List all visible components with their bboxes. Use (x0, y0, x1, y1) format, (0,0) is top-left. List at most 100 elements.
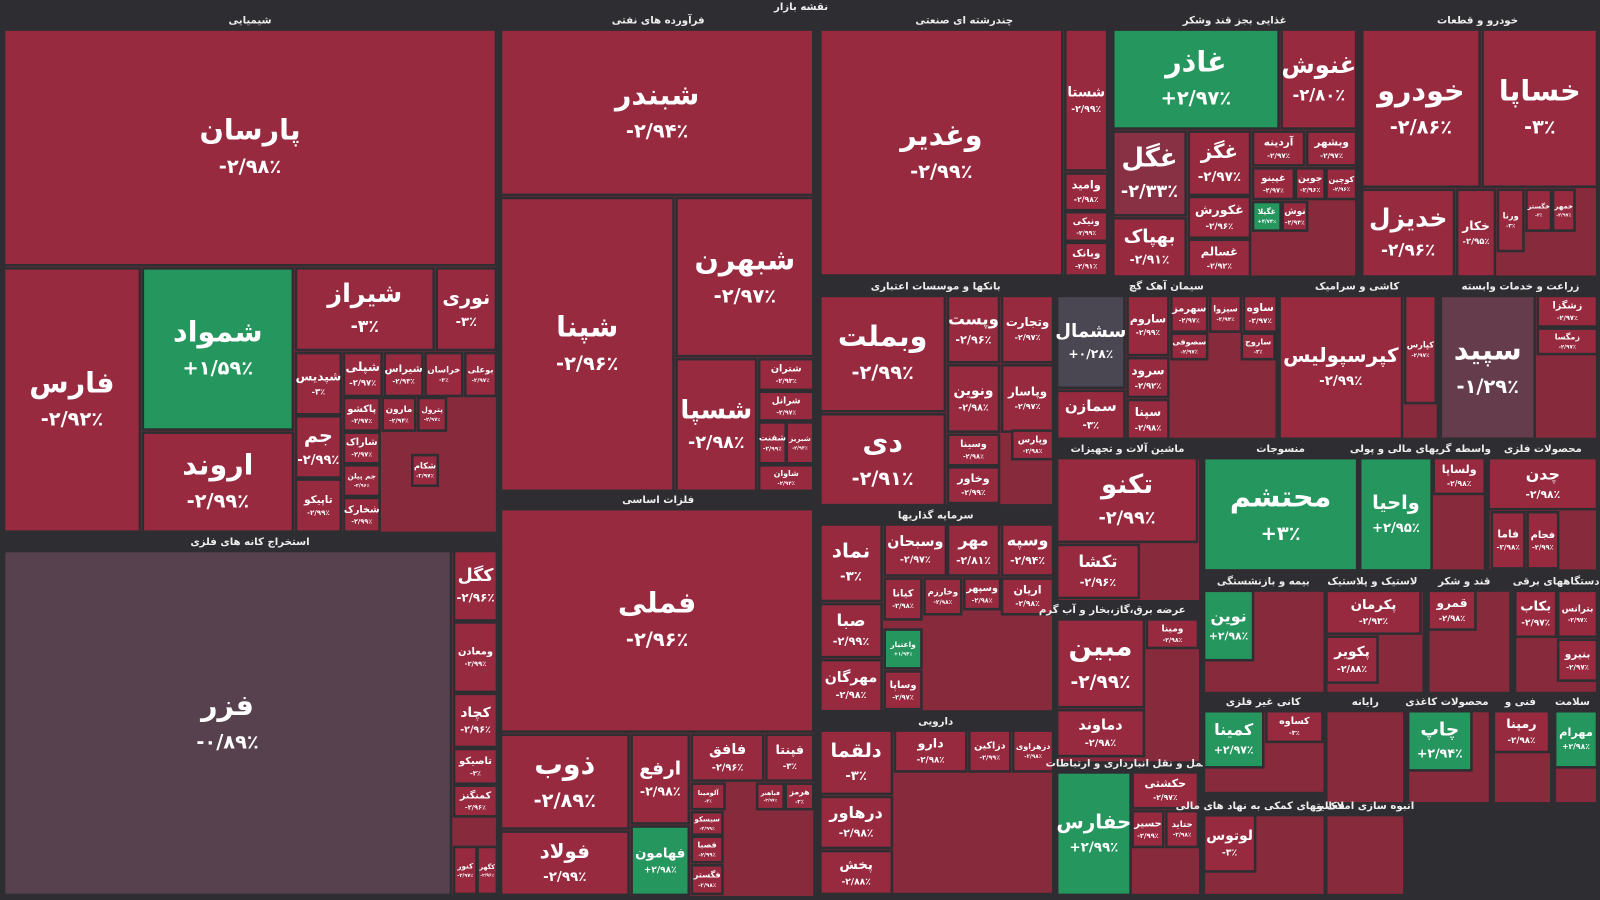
stock-tile (342, 431, 381, 465)
stock-tile (452, 784, 499, 818)
stock-change: -۳٪ (840, 570, 862, 585)
stock-change: -۲/۹۸٪ (1173, 833, 1192, 839)
stock-name: شسپا (680, 395, 752, 425)
stock-change: -۲/۹۳٪ (1359, 617, 1388, 627)
stock-tile (1000, 294, 1055, 364)
stock-change: -۲/۹۹٪ (1137, 832, 1159, 840)
stock-change: -۲/۹۷٪ (776, 409, 796, 416)
stock-change: +۳٪ (1261, 522, 1301, 545)
stock-name: آلومینا (698, 788, 720, 797)
stock-name: نوری (442, 286, 490, 309)
stock-change: -۳٪ (1524, 116, 1556, 139)
stock-name: وسبحان (887, 534, 943, 550)
stock-name: غاذر (1163, 44, 1226, 78)
stock-change: -۳٪ (795, 800, 804, 806)
stock-change: -۲/۸۸٪ (841, 877, 870, 887)
stock-name: بکاب (1520, 599, 1551, 614)
stock-tile (1010, 429, 1055, 461)
stock-tile (1011, 729, 1055, 773)
stock-tile (1490, 510, 1526, 570)
stock-change: -۳٪ (1535, 212, 1543, 218)
stock-name: دزاکین (974, 740, 1006, 751)
stock-tile (294, 351, 343, 416)
stock-change: -۲/۹۴٪ (389, 417, 409, 424)
stock-tile (1305, 130, 1358, 167)
stock-change: -۲/۹۷٪ (1198, 170, 1241, 185)
stock-change: -۲/۹۱٪ (1075, 262, 1097, 270)
stock-change: -۲/۹۹٪ (763, 446, 782, 452)
stock-tile (1055, 771, 1132, 897)
stock-name: لوتوس (1206, 828, 1253, 844)
stock-tile (946, 294, 1001, 364)
stock-name: مهرگان (825, 669, 878, 686)
stock-change: -۲/۹۹٪ (543, 870, 586, 885)
stock-tile (1325, 589, 1422, 635)
stock-tile (1525, 188, 1553, 232)
stock-change: -۲/۹۴٪ (626, 120, 688, 143)
sector-title: بانکها و موسسات اعتباری (871, 282, 1001, 293)
stock-name: وساپا (890, 680, 917, 691)
stock-name: ورنا (1503, 210, 1519, 221)
stock-name: دزهراوی (1016, 742, 1050, 752)
stock-tile (883, 628, 923, 670)
stock-change: -۲/۹۷٪ (457, 873, 473, 879)
stock-name: وخاور (956, 472, 989, 485)
stock-tile (1187, 195, 1252, 240)
stock-tile (1055, 456, 1199, 544)
stock-name: مهرام (1559, 725, 1593, 739)
stock-tile (819, 413, 947, 507)
stock-name: کپارس (1407, 339, 1435, 350)
stock-name: فملی (618, 586, 696, 620)
stock-change: +۰/۲۸٪ (1068, 347, 1113, 361)
stock-name: ومینا (1162, 624, 1184, 634)
stock-tile (1187, 238, 1252, 278)
stock-change: -۲/۹۱٪ (1130, 253, 1170, 267)
stock-name: پکویر (1333, 644, 1370, 660)
stock-name: ساروج (1245, 338, 1271, 347)
stock-change: +۲/۹۸٪ (644, 865, 677, 875)
stock-change: -۲/۹۶٪ (456, 590, 494, 604)
stock-name: ونیکی (1073, 217, 1100, 227)
stock-tile (499, 830, 630, 897)
stock-tile (675, 357, 758, 493)
stock-change: -۲/۹۸٪ (1074, 195, 1099, 204)
stock-name: نماد (832, 539, 870, 562)
stock-change: -۲/۹۷٪ (351, 451, 372, 459)
stock-tile (424, 351, 464, 398)
stock-name: غکورش (1195, 203, 1244, 218)
stock-name: حسیر (1133, 819, 1161, 830)
stock-tile (476, 845, 499, 896)
stock-change: -۲/۹۹٪ (979, 754, 1000, 762)
sector-title: دارویی (918, 716, 953, 727)
stock-change: -۲/۹۷٪ (1411, 353, 1430, 359)
stock-name: ولساپا (1442, 463, 1477, 476)
stock-name: وپست (948, 309, 999, 329)
stock-tile (1526, 510, 1560, 570)
stock-change: -۲/۹۷٪ (349, 378, 376, 388)
stock-tile (819, 849, 894, 896)
sector-title: استخراج کانه های فلزی (190, 537, 309, 548)
stock-tile (1202, 456, 1359, 572)
stock-tile (757, 390, 815, 422)
stock-tile (452, 621, 499, 694)
stock-change: -۳٪ (1254, 350, 1263, 356)
stock-change: -۲/۹۸٪ (972, 597, 993, 605)
stock-tile (690, 864, 724, 896)
stock-name: خساپا (1499, 73, 1581, 107)
stock-name: پترول (421, 405, 443, 414)
stock-name: بنیرو (1564, 648, 1591, 660)
stock-tile (1551, 188, 1576, 232)
stock-change: -۲/۹۷٪ (1556, 213, 1571, 219)
stock-name: شیراز (325, 279, 402, 309)
sector-title: سلامت (1555, 697, 1590, 708)
stock-name: فهامون (635, 846, 685, 861)
stock-tile (1553, 709, 1599, 769)
stock-name: سمازن (1065, 397, 1117, 415)
stock-name: پخش (839, 858, 873, 873)
stock-tile (968, 729, 1012, 773)
stock-tile (1265, 709, 1324, 744)
stock-name: شرانل (772, 397, 801, 407)
stock-name: خمهر (1554, 202, 1574, 210)
stock-tile (2, 267, 142, 533)
